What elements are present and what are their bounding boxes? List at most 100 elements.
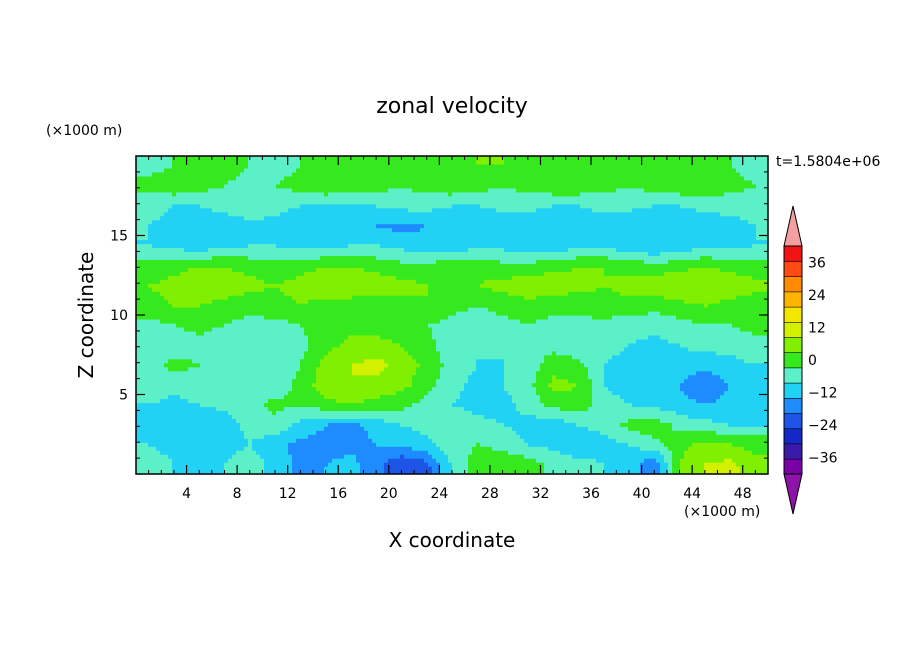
field-cell — [448, 426, 453, 431]
field-cell — [668, 422, 673, 427]
field-cell — [556, 442, 561, 447]
field-cell — [548, 422, 553, 427]
field-cell — [140, 470, 145, 474]
field-cell — [316, 414, 321, 419]
field-cell — [548, 446, 553, 451]
field-cell — [136, 426, 141, 431]
field-cell — [456, 450, 461, 455]
field-cell — [236, 354, 241, 360]
field-cell — [560, 434, 565, 439]
field-cell — [144, 466, 149, 471]
field-cell — [544, 438, 549, 443]
field-cell — [640, 454, 645, 459]
field-cell — [456, 422, 461, 427]
field-cell — [532, 398, 537, 404]
field-cell — [136, 350, 141, 356]
field-cell — [316, 358, 321, 364]
field-cell — [288, 434, 293, 439]
field-cell — [764, 458, 768, 463]
field-cell — [304, 446, 309, 451]
field-cell — [724, 406, 729, 412]
field-cell — [420, 378, 425, 384]
field-cell — [472, 374, 477, 380]
field-cell — [512, 446, 517, 451]
field-cell — [160, 382, 165, 388]
field-cell — [252, 350, 257, 356]
field-cell — [624, 366, 629, 372]
field-cell — [640, 374, 645, 380]
field-cell — [180, 426, 185, 431]
field-cell — [440, 346, 445, 352]
field-cell — [320, 458, 325, 463]
field-cell — [516, 442, 521, 447]
field-cell — [428, 426, 433, 431]
field-cell — [604, 386, 609, 392]
field-cell — [672, 406, 677, 412]
field-cell — [584, 378, 589, 384]
field-cell — [612, 462, 617, 467]
field-cell — [344, 386, 349, 392]
field-cell — [636, 426, 641, 431]
field-cell — [596, 470, 601, 474]
field-cell — [348, 466, 353, 471]
field-cell — [300, 358, 305, 364]
field-cell — [740, 366, 745, 372]
field-cell — [724, 402, 729, 408]
field-cell — [336, 414, 341, 419]
field-cell — [252, 406, 257, 412]
field-cell — [748, 466, 753, 471]
field-cell — [404, 438, 409, 443]
field-cell — [764, 386, 768, 392]
field-cell — [268, 454, 273, 459]
field-cell — [220, 422, 225, 427]
field-cell — [380, 430, 385, 435]
field-cell — [532, 354, 537, 360]
field-cell — [344, 422, 349, 427]
field-cell — [296, 390, 301, 396]
field-cell — [668, 410, 673, 415]
field-cell — [172, 466, 177, 471]
field-cell — [516, 422, 521, 427]
field-cell — [404, 434, 409, 439]
field-cell — [408, 354, 413, 360]
field-cell — [264, 394, 269, 400]
field-cell — [488, 430, 493, 435]
field-cell — [436, 374, 441, 380]
field-cell — [628, 458, 633, 463]
field-cell — [596, 390, 601, 396]
field-cell — [548, 398, 553, 404]
field-cell — [260, 422, 265, 427]
field-cell — [744, 386, 749, 392]
field-cell — [500, 398, 505, 404]
field-cell — [540, 374, 545, 380]
field-cell — [196, 354, 201, 360]
field-cell — [304, 466, 309, 471]
field-cell — [240, 414, 245, 419]
field-cell — [540, 458, 545, 463]
field-cell — [696, 450, 701, 455]
field-cell — [308, 410, 313, 415]
field-cell — [572, 402, 577, 408]
field-cell — [432, 382, 437, 388]
field-cell — [488, 422, 493, 427]
field-cell — [316, 462, 321, 467]
field-cell — [544, 354, 549, 360]
field-cell — [228, 378, 233, 384]
field-cell — [312, 466, 317, 471]
field-cell — [212, 402, 217, 408]
field-cell — [216, 434, 221, 439]
field-cell — [584, 394, 589, 400]
field-cell — [164, 362, 169, 368]
field-cell — [152, 458, 157, 463]
field-cell — [472, 354, 477, 360]
field-cell — [512, 466, 517, 471]
field-cell — [760, 422, 765, 427]
field-cell — [260, 426, 265, 431]
field-cell — [604, 418, 609, 423]
field-cell — [624, 466, 629, 471]
field-cell — [752, 354, 757, 360]
field-cell — [604, 402, 609, 408]
field-cell — [332, 422, 337, 427]
field-cell — [312, 414, 317, 419]
field-cell — [212, 350, 217, 356]
